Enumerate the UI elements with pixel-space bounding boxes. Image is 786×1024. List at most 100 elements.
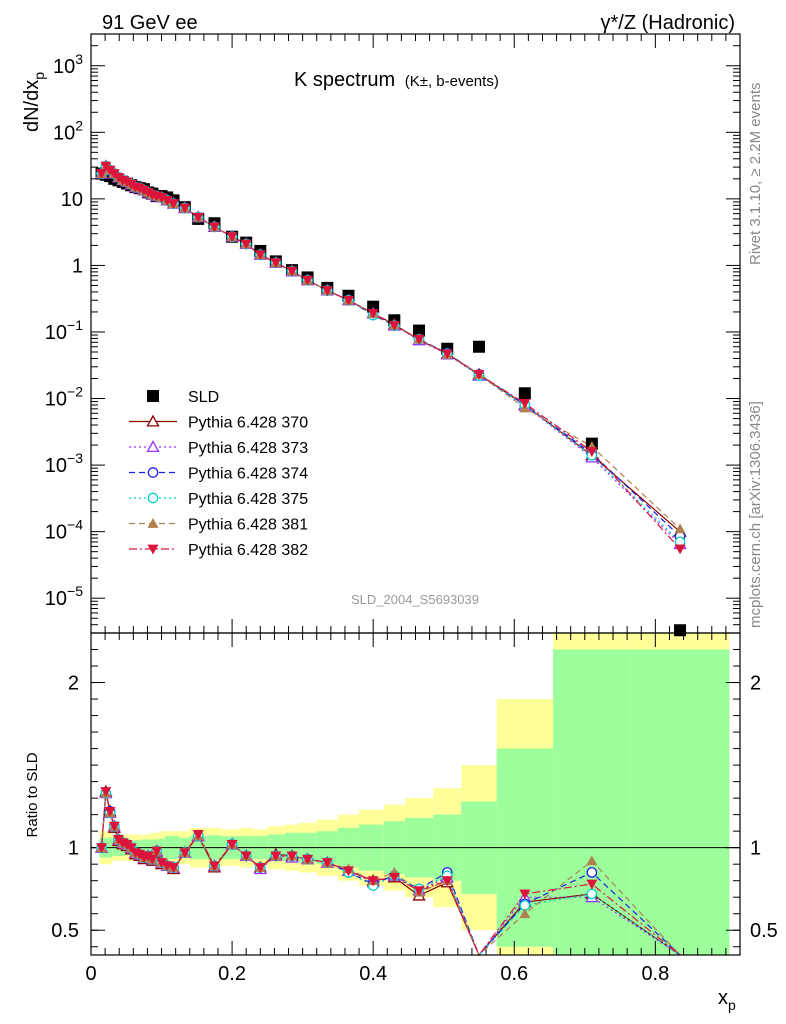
legend-item: Pythia 6.428 373 [129,440,308,457]
main-ylabel-text: dN/dx [21,80,43,132]
legend-label: Pythia 6.428 373 [188,440,308,457]
ratio-data-point [146,854,158,865]
legend-marker [147,390,159,402]
legend-item: Pythia 6.428 375 [129,491,308,508]
ratio-data-point [168,863,180,873]
mc-data-point [168,199,180,210]
legend-label: Pythia 6.428 381 [188,517,308,534]
ratio-ytick-label-right: 1 [750,838,761,860]
mc-data-point [367,309,379,319]
main-ytick-label: 10−4 [45,517,83,544]
analysis-label: SLD_2004_S5693039 [351,592,479,607]
ratio-data-point [342,866,354,877]
ratio-ytick-label-right: 0.5 [750,920,778,942]
sld-data-point [413,324,426,337]
xlabel-text: x [718,987,728,1009]
mc-data-point [519,398,531,409]
ratio-data-point [208,861,220,872]
legend-marker [147,518,159,528]
xlabel-sub: p [728,997,736,1013]
ratio-data-point [286,851,298,862]
xtick-label: 0.4 [359,963,387,985]
main-ytick-label: 10−1 [45,317,83,344]
main-ytick-label: 103 [53,51,83,78]
ratio-ytick-label: 0.5 [51,920,79,942]
legend-item: Pythia 6.428 370 [129,415,308,432]
main-ylabel-sub: p [31,72,47,80]
ratio-data-point [96,843,108,854]
ratio-data-point [104,806,116,817]
mc-data-point [388,321,400,332]
main-title: K spectrum (K±, b-events) [294,69,499,91]
mcplots-label: mcplots.cern.ch [arXiv:1306.3436] [747,401,764,628]
ratio-data-point [586,855,598,866]
main-ytick-label: 10 [61,189,83,211]
legend-item: SLD [147,389,219,406]
ratio-data-point [226,839,238,850]
mc-data-point [586,447,598,458]
legend-marker [146,440,160,453]
main-ytick-label: 10−2 [45,384,83,411]
mc-data-point [286,266,298,277]
main-series-line [101,165,681,545]
mc-data-point [254,250,266,261]
legend-marker [147,544,159,555]
ratio-data-point [179,848,191,859]
ratio-ytick-label: 1 [68,838,79,860]
main-ytick-label: 10−5 [45,583,83,610]
mc-data-point [96,169,108,180]
mc-data-point [156,193,168,203]
xtick-label: 0.8 [641,963,669,985]
main-ylabel: dN/dxp [21,72,47,132]
legend-label: SLD [188,389,219,406]
header-left-label: 91 GeV ee [102,12,198,34]
legend-marker [147,492,159,504]
sld-data-point [472,340,485,353]
mc-data-point [270,258,282,269]
main-ytick-label: 102 [53,117,83,144]
ratio-panel-series [94,784,681,957]
rivet-version-label: Rivet 3.1.10, ≥ 2.2M events [747,83,764,266]
mc-data-point [208,222,220,233]
sld-data-point [674,624,687,637]
ratio-data-point [125,843,137,854]
legend-label: Pythia 6.428 375 [188,491,308,508]
ratio-data-point [302,854,314,865]
mc-data-point [674,544,686,555]
xlabel: xp [718,987,736,1013]
mc-data-point [192,212,204,223]
green-band-bin [630,649,730,955]
ratio-data-point [156,858,168,869]
main-ytick-label: 10−3 [45,450,83,477]
legend-label: Pythia 6.428 370 [188,415,308,432]
main-panel-axes: 10−5 10−4 10−3 10−2 10−1 1 10 102 103 [45,33,740,634]
ratio-data-point [441,876,453,887]
ratio-ytick-label: 2 [68,673,79,695]
main-title-sub: (K±, b-events) [405,73,499,90]
green-band-bin [553,649,631,955]
legend-item: Pythia 6.428 381 [129,517,308,534]
mc-data-point [413,334,425,345]
legend-item: Pythia 6.428 382 [129,542,308,559]
ratio-data-point [586,879,598,890]
main-series-line [101,165,681,543]
ratio-data-point [519,908,531,919]
mc-data-point [302,275,314,286]
ratio-data-point [254,863,266,873]
header-right-label: γ*/Z (Hadronic) [601,12,735,34]
ratio-data-point [413,886,425,897]
ratio-panel-axes: 0.5 0.5 1 1 2 2 0 0.2 0.4 0.6 0.8 [51,633,778,985]
mc-data-point [121,177,133,188]
mc-data-point [674,523,686,534]
ratio-data-point [586,867,598,878]
xtick-label: 0.2 [218,963,246,985]
ratio-data-point [108,821,120,832]
legend-label: Pythia 6.428 382 [188,542,308,559]
ratio-data-point [388,872,400,883]
xtick-label: 0.6 [500,963,528,985]
ratio-data-point [192,830,204,840]
sld-data-point [518,387,531,400]
mc-data-point [321,286,333,296]
ratio-data-point [586,888,598,900]
legend-marker [147,467,159,478]
